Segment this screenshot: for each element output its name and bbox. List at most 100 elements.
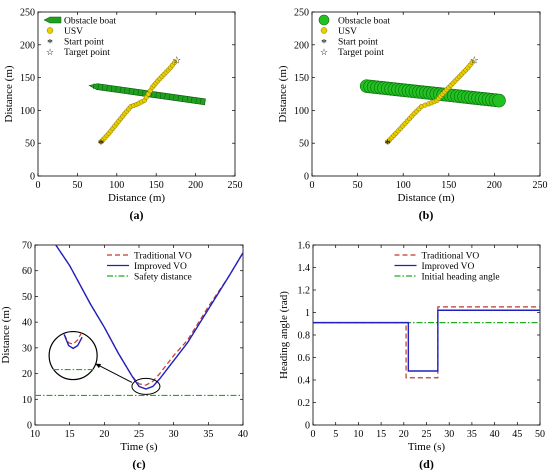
plot-frame [312, 244, 541, 426]
y-axis-label: Heading angle (rad) [278, 291, 290, 379]
obstacle-boat-segment [93, 83, 95, 90]
y-tick-label: 100 [20, 106, 35, 117]
obstacle-boat-segment [195, 97, 197, 104]
y-tick-label: 70 [22, 241, 32, 252]
x-tick-label: 30 [444, 429, 454, 440]
x-tick-label: 15 [376, 429, 386, 440]
obstacle-boat-segment [191, 96, 193, 103]
obstacle-boat-segment [182, 95, 184, 102]
obstacle-boat-segment [106, 84, 108, 92]
y-tick-label: 0.4 [298, 376, 311, 387]
x-tick-label: 30 [169, 429, 179, 440]
obstacle-boat-segment [124, 87, 126, 94]
y-tick-label: 150 [20, 73, 35, 84]
x-tick-label: 35 [203, 429, 213, 440]
x-tick-label: 0 [311, 429, 316, 440]
y-tick-label: 40 [22, 318, 32, 329]
y-tick-label: 200 [20, 40, 35, 51]
x-tick-label: 200 [487, 180, 502, 191]
plot-area [35, 245, 243, 397]
x-tick-label: 40 [490, 429, 500, 440]
zoom-arrow-head [95, 363, 102, 369]
x-tick-label: 10 [30, 429, 40, 440]
legend-obstacle-icon [318, 14, 330, 26]
series-line-traditional-vo [313, 306, 540, 379]
x-tick-label: 20 [399, 429, 409, 440]
x-tick-label: 20 [99, 429, 109, 440]
y-tick-label: 1.2 [298, 286, 311, 297]
x-tick-label: 40 [238, 429, 248, 440]
obstacle-boat-segment [119, 86, 122, 93]
y-tick-label: 60 [22, 266, 32, 277]
x-tick-label: 0 [36, 180, 41, 191]
legend-entry: Target point [64, 48, 110, 58]
legend-entry: Obstacle boat [64, 17, 116, 27]
x-axis-label: Distance (m) [108, 192, 165, 204]
y-tick-label: 1.4 [298, 263, 311, 274]
y-tick-label: 250 [20, 8, 35, 19]
x-tick-label: 250 [533, 180, 548, 191]
y-tick-label: 0 [305, 421, 310, 432]
obstacle-boat-segment [155, 91, 157, 98]
x-tick-label: 100 [109, 180, 124, 191]
x-tick-label: 150 [149, 180, 164, 191]
y-axis-label: Distance (m) [3, 65, 15, 122]
x-tick-label: 50 [353, 180, 363, 191]
legend-entry: Target point [338, 48, 384, 58]
y-tick-label: 1.6 [298, 241, 311, 252]
y-tick-label: 50 [22, 292, 32, 303]
zoom-inset [48, 330, 98, 381]
panel-label: (d) [419, 457, 434, 470]
x-tick-label: 25 [422, 429, 432, 440]
legend-entry: Initial heading angle [422, 273, 500, 283]
start-point-marker: * [98, 136, 105, 151]
legend-target-icon: ☆ [46, 47, 54, 57]
target-point-marker: ☆ [470, 55, 479, 66]
legend-entry: Traditional VO [134, 252, 192, 262]
panel-label: (b) [419, 208, 434, 222]
y-tick-label: 50 [25, 139, 35, 150]
legend-entry: Improved VO [134, 262, 187, 272]
zoom-target-ellipse [131, 377, 161, 395]
legend-entry: Safety distance [134, 272, 192, 283]
obstacle-boat-segment [142, 90, 144, 97]
obstacle-boat-segment [199, 98, 202, 105]
legend-entry: Start point [64, 38, 104, 48]
usv-marker [469, 59, 475, 66]
x-tick-label: 50 [72, 180, 82, 191]
series-line-improved-vo [313, 309, 540, 372]
y-tick-label: 0.6 [298, 353, 311, 364]
y-tick-label: 150 [294, 73, 309, 84]
x-tick-label: 15 [65, 429, 75, 440]
x-tick-label: 200 [188, 180, 203, 191]
zoom-inset-curve [63, 334, 83, 350]
legend-entry: Start point [338, 38, 378, 48]
x-tick-label: 150 [441, 180, 456, 191]
x-tick-label: 35 [467, 429, 477, 440]
obstacle-boat-segment [168, 93, 171, 100]
x-tick-label: 45 [512, 429, 522, 440]
y-tick-label: 0.2 [298, 398, 311, 409]
x-tick-label: 50 [535, 429, 545, 440]
legend-usv-icon [46, 27, 54, 34]
y-axis-label: Distance (m) [0, 306, 12, 363]
x-tick-label: 100 [396, 180, 411, 191]
series-line-traditional-vo [55, 245, 243, 386]
x-axis-label: Distance (m) [397, 192, 454, 204]
y-tick-label: 200 [294, 40, 309, 51]
legend-start-icon: * [321, 36, 327, 50]
obstacle-boat-segment [164, 93, 166, 100]
y-tick-label: 100 [294, 106, 309, 117]
y-tick-label: 30 [22, 343, 32, 354]
obstacle-boat-segment [159, 92, 162, 99]
legend-entry: USV [64, 27, 83, 37]
y-tick-label: 250 [294, 8, 309, 19]
panel-d: 0 5 10 15 20 25 30 35 40 45 50 0 0.2 0.4 0.6 0.8 1 1.2 1.4… [278, 241, 545, 470]
obstacle-boat-segment [133, 88, 135, 95]
plot-area: *☆ [359, 55, 506, 151]
